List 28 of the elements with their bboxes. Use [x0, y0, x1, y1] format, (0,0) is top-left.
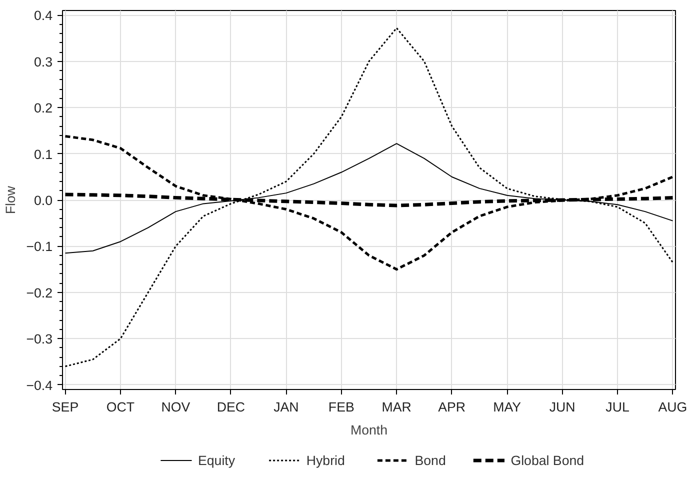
x-tick-label: NOV [161, 400, 190, 414]
x-tick-label: APR [438, 400, 466, 414]
legend-label: Equity [198, 453, 236, 468]
x-tick-label: FEB [328, 400, 354, 414]
y-tick-label: −0.1 [26, 239, 52, 254]
y-tick-label: 0.1 [34, 146, 53, 162]
x-tick-label: OCT [106, 400, 135, 414]
x-tick-label: AUG [658, 400, 688, 414]
line-series [64, 27, 674, 368]
x-tick-label: JAN [274, 400, 299, 414]
x-tick-label: MAR [382, 400, 412, 414]
x-tick-label: DEC [216, 400, 246, 414]
x-axis-title: Month [350, 422, 388, 438]
legend-label: Bond [414, 453, 446, 468]
y-tick-label: 0.0 [34, 193, 53, 208]
x-tick-label: JUN [549, 400, 576, 414]
x-tick-label: MAY [493, 400, 522, 414]
y-tick-label: 0.2 [34, 100, 53, 116]
legend-label: Hybrid [306, 453, 345, 468]
legend-label: Global Bond [510, 453, 584, 468]
x-tick-label: JUL [606, 400, 630, 414]
y-tick-label: −0.4 [26, 378, 54, 393]
y-axis-title: Flow [3, 186, 18, 214]
y-tick-label: 0.3 [34, 54, 53, 70]
y-tick-label: 0.4 [34, 8, 54, 24]
x-tick-label: SEP [52, 400, 79, 414]
y-tick-label: −0.3 [26, 332, 52, 347]
y-tick-label: −0.2 [26, 285, 52, 300]
